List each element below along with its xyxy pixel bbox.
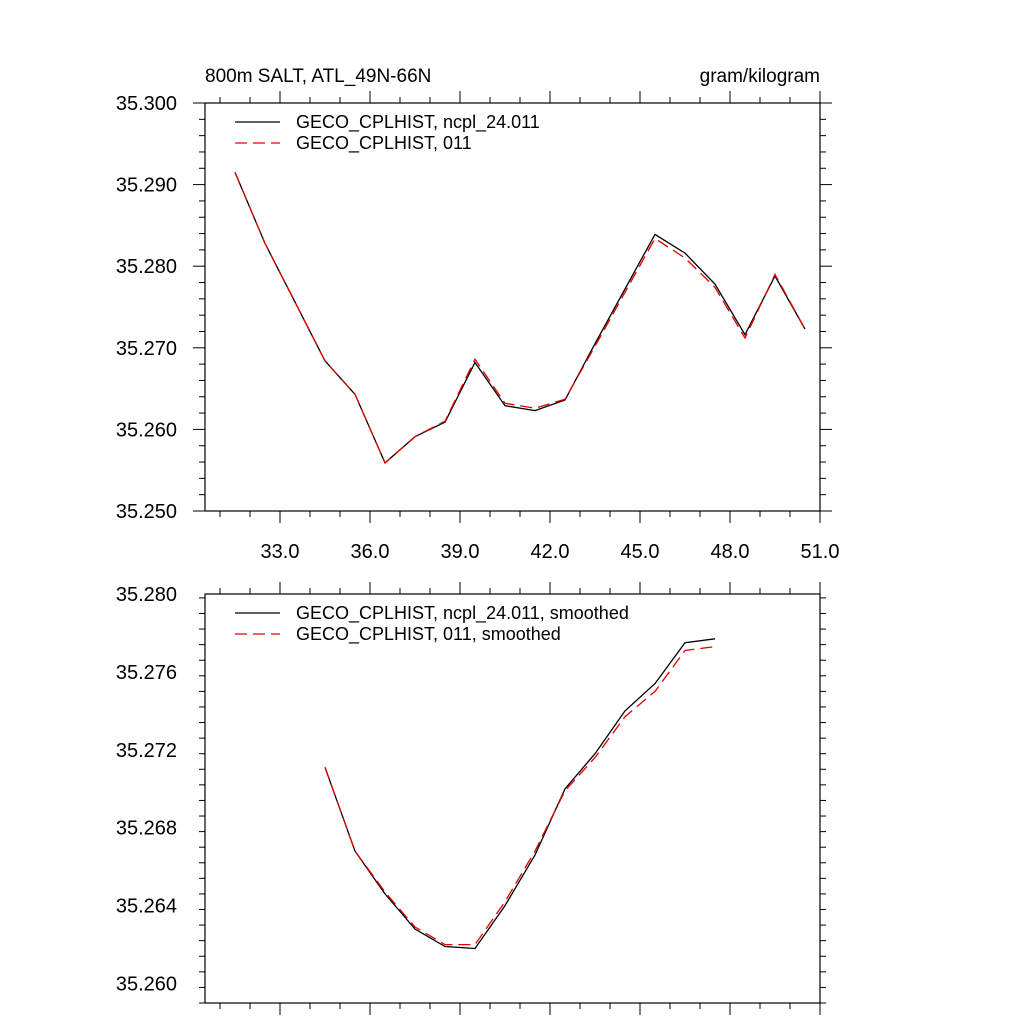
y-tick-label: 35.280 bbox=[116, 256, 177, 278]
y-tick-label: 35.276 bbox=[116, 662, 177, 684]
y-tick-label: 35.264 bbox=[116, 896, 177, 918]
y-tick-label: 35.280 bbox=[116, 584, 177, 606]
plot-frame bbox=[204, 102, 821, 512]
series-line-1 bbox=[234, 172, 806, 464]
x-axis-tick-labels: 33.0 36.0 39.0 42.0 45.0 48.0 51.0 bbox=[261, 541, 840, 563]
series-lines bbox=[234, 172, 806, 464]
x-tick-label: 36.0 bbox=[351, 541, 390, 563]
y-tick-label: 35.272 bbox=[116, 740, 177, 762]
x-tick-label: 39.0 bbox=[441, 541, 480, 563]
chart-title-left: 800m SALT, ATL_49N-66N bbox=[205, 66, 431, 87]
y-axis-tick-labels: 35.260 35.264 35.268 35.272 35.276 35.280 bbox=[116, 584, 177, 996]
y-tick-label: 35.260 bbox=[116, 419, 177, 441]
series-line-2 bbox=[234, 172, 806, 464]
y-tick-label: 35.268 bbox=[116, 818, 177, 840]
x-tick-label: 42.0 bbox=[531, 541, 570, 563]
legend-label-1: GECO_CPLHIST, ncpl_24.011 bbox=[296, 112, 540, 133]
legend: GECO_CPLHIST, ncpl_24.011, smoothedGECO_… bbox=[235, 603, 629, 645]
series-line-1 bbox=[324, 638, 716, 950]
salinity-panel-bottom-smoothed: 35.260 35.264 35.268 35.272 35.276 35.280 GEC… bbox=[116, 582, 826, 1015]
legend-label-2: GECO_CPLHIST, 011 bbox=[296, 133, 472, 154]
series-lines bbox=[324, 638, 716, 950]
chart-units-label: gram/kilogram bbox=[700, 66, 820, 87]
salinity-panel-top: 800m SALT, ATL_49N-66N gram/kilogram 35.… bbox=[116, 66, 840, 563]
y-tick-label: 35.250 bbox=[116, 501, 177, 523]
y-tick-label: 35.260 bbox=[116, 974, 177, 996]
x-tick-label: 45.0 bbox=[621, 541, 660, 563]
x-tick-label: 33.0 bbox=[261, 541, 300, 563]
y-tick-label: 35.270 bbox=[116, 338, 177, 360]
series-line-2 bbox=[324, 645, 716, 946]
legend-label-1: GECO_CPLHIST, ncpl_24.011, smoothed bbox=[296, 603, 629, 624]
axis-ticks bbox=[199, 582, 826, 1015]
y-tick-label: 35.290 bbox=[116, 175, 177, 197]
plot-frame bbox=[204, 593, 821, 1004]
y-tick-label: 35.300 bbox=[116, 93, 177, 115]
axis-ticks bbox=[193, 91, 832, 523]
x-tick-label: 51.0 bbox=[801, 541, 840, 563]
x-tick-label: 48.0 bbox=[711, 541, 750, 563]
legend-label-2: GECO_CPLHIST, 011, smoothed bbox=[296, 624, 561, 645]
y-axis-tick-labels: 35.250 35.260 35.270 35.280 35.290 35.300 bbox=[116, 93, 177, 523]
